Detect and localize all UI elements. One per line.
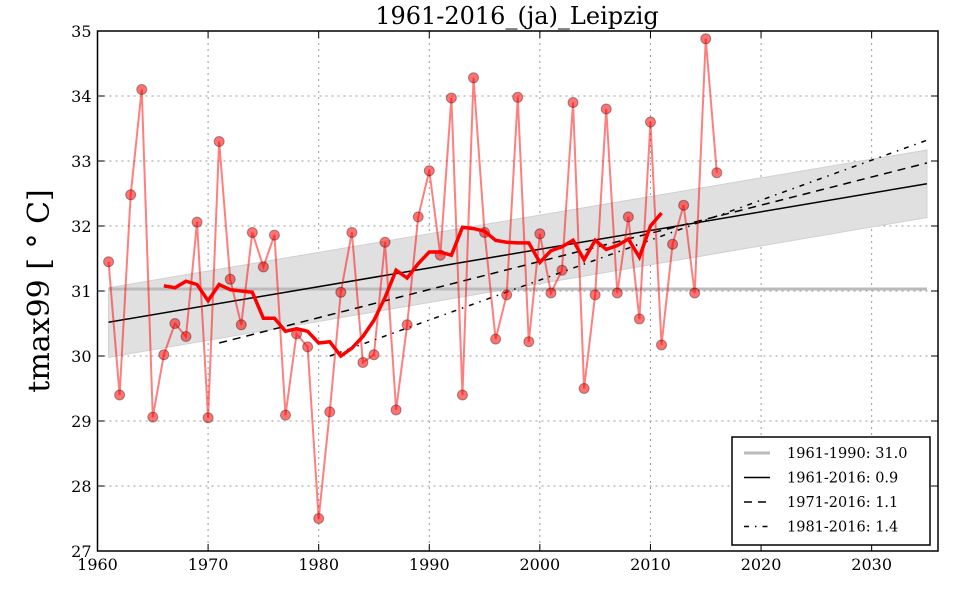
data-point — [280, 409, 292, 421]
x-tick-label: 1970 — [188, 555, 229, 574]
data-point — [567, 97, 579, 108]
data-point — [423, 165, 435, 177]
data-point — [611, 287, 623, 299]
running-mean-layer — [163, 211, 663, 359]
data-point — [644, 116, 656, 128]
data-point — [589, 289, 601, 301]
data-point — [689, 287, 701, 299]
data-point — [335, 286, 347, 298]
data-point — [257, 261, 269, 273]
data-point — [622, 211, 634, 223]
data-point — [534, 228, 546, 240]
x-tick-label: 1980 — [298, 555, 339, 574]
y-tick-label: 28 — [71, 477, 91, 496]
data-point — [379, 236, 391, 248]
y-axis-label: tmax99 [ ° C] — [22, 189, 57, 392]
data-point — [346, 227, 358, 238]
data-point — [246, 227, 258, 238]
x-tick-label: 1960 — [77, 555, 118, 574]
data-point — [202, 412, 214, 424]
axis-ticks: 1960 1970 1980 1990 2000 2010 2020 2030 27 28 29 30… — [71, 22, 938, 574]
x-tick-label: 1990 — [409, 555, 450, 574]
data-point — [114, 389, 126, 401]
data-point — [324, 406, 336, 418]
data-point — [357, 357, 369, 368]
y-tick-label: 35 — [71, 22, 91, 41]
data-point — [656, 339, 668, 351]
legend: 1961-1990: 31.0 1961-2016: 0.9 1971-2016: … — [731, 436, 931, 546]
data-point — [412, 211, 424, 223]
y-tick-label: 33 — [71, 152, 91, 171]
x-tick-label: 2010 — [630, 555, 671, 574]
y-tick-label: 32 — [71, 217, 91, 236]
y-tick-label: 30 — [71, 347, 91, 366]
legend-label: 1961-2016: 0.9 — [787, 471, 898, 487]
data-point — [523, 336, 535, 348]
data-point — [512, 91, 524, 103]
y-tick-label: 34 — [71, 87, 91, 106]
y-tick-label: 27 — [71, 542, 91, 561]
data-point — [158, 349, 170, 361]
data-point — [556, 264, 568, 276]
x-tick-label: 2030 — [851, 555, 892, 574]
trend-line-1981-2016 — [329, 139, 928, 357]
data-point — [633, 313, 645, 325]
data-point — [313, 513, 325, 524]
x-tick-label: 2020 — [741, 555, 782, 574]
data-point — [368, 349, 380, 361]
data-point — [678, 199, 690, 211]
data-point — [169, 318, 181, 329]
data-point — [268, 229, 280, 241]
data-point — [103, 256, 115, 268]
data-point — [147, 411, 159, 423]
data-point — [711, 167, 723, 179]
data-point — [401, 319, 413, 331]
legend-label: 1961-1990: 31.0 — [787, 446, 907, 462]
data-point — [468, 72, 480, 84]
running-mean-line — [163, 211, 663, 359]
data-point — [302, 341, 314, 353]
data-point — [501, 289, 513, 301]
trend-line-1971-2016 — [218, 162, 928, 344]
data-point — [456, 389, 468, 401]
data-point — [545, 287, 557, 299]
data-point — [667, 238, 679, 250]
trend-line-1961-2016 — [108, 183, 928, 323]
y-tick-label: 31 — [71, 282, 91, 301]
data-point — [125, 189, 137, 201]
data-point — [235, 319, 247, 331]
data-point — [213, 136, 225, 147]
annual-series-line — [107, 38, 718, 519]
data-point — [490, 333, 502, 345]
data-point — [224, 273, 236, 285]
legend-label: 1981-2016: 1.4 — [787, 520, 898, 536]
data-point — [578, 383, 590, 394]
x-tick-label: 2000 — [520, 555, 561, 574]
data-point — [600, 103, 612, 115]
legend-label: 1971-2016: 1.1 — [787, 495, 898, 511]
data-point — [390, 404, 402, 416]
data-point — [700, 33, 712, 45]
data-point — [136, 84, 148, 95]
data-point — [191, 216, 203, 228]
data-point — [445, 92, 457, 104]
data-point — [180, 331, 192, 342]
chart-title: 1961-2016_(ja)_Leipzig — [375, 2, 659, 30]
y-tick-label: 29 — [71, 412, 91, 431]
